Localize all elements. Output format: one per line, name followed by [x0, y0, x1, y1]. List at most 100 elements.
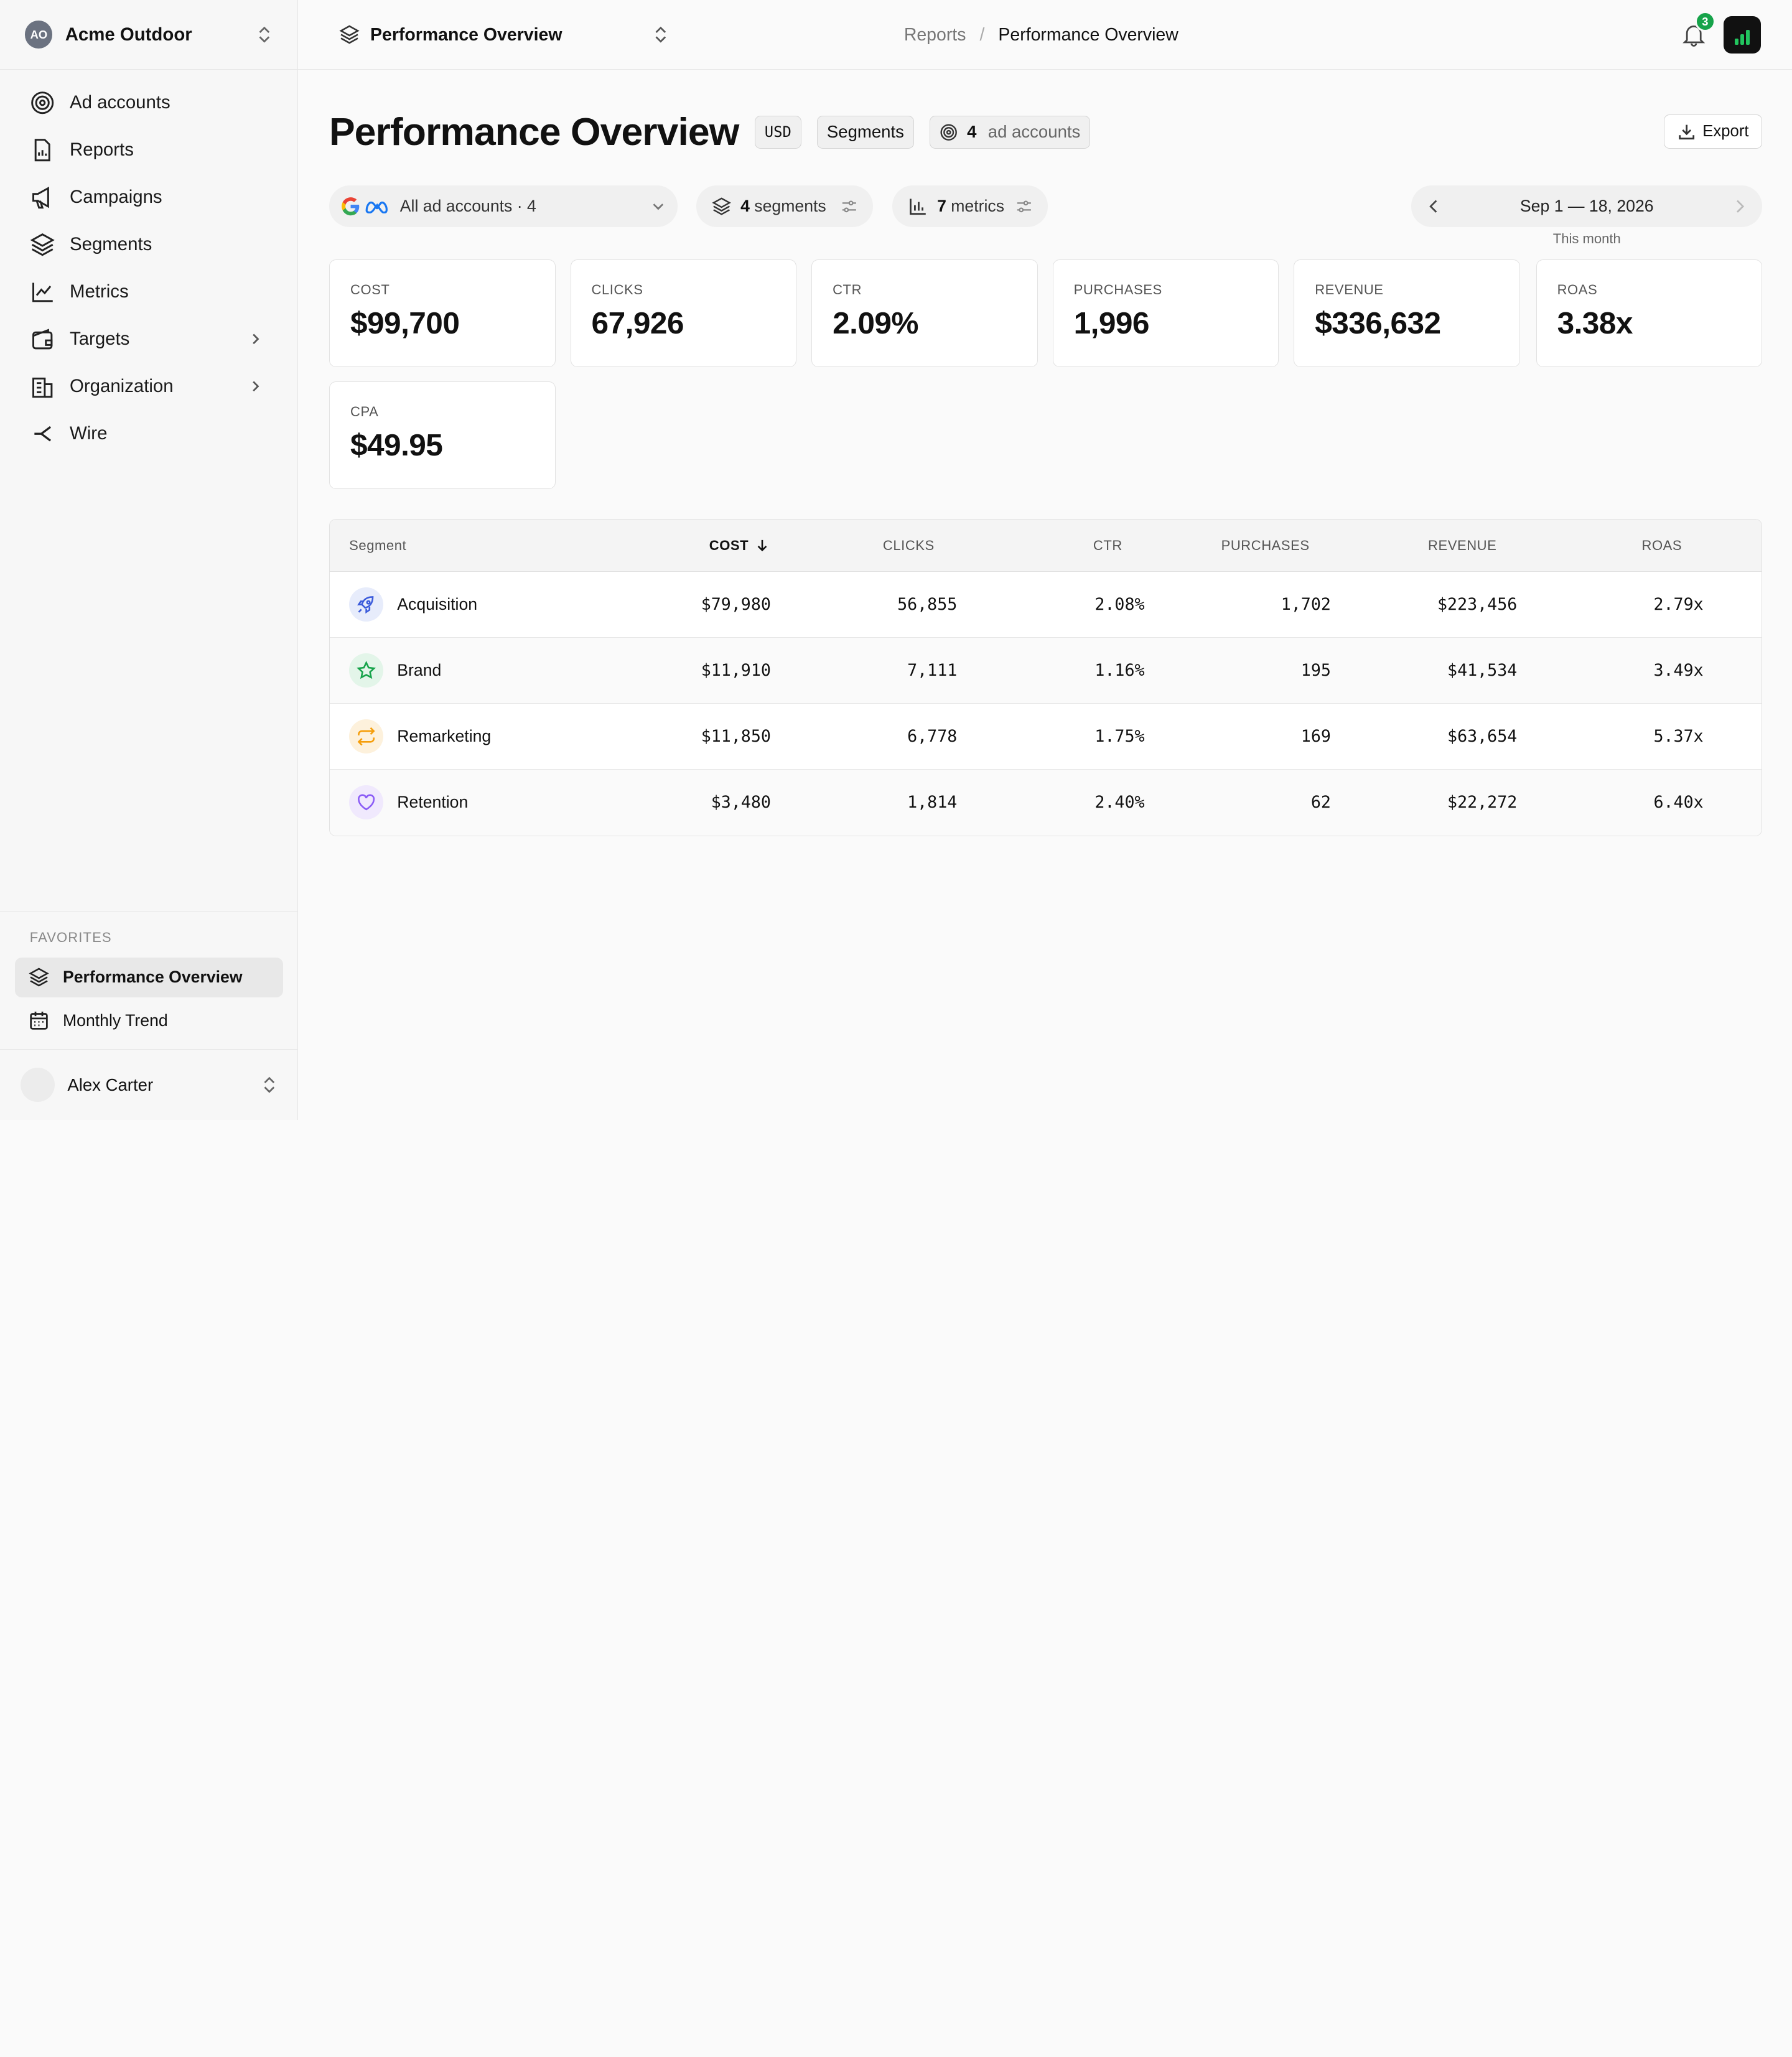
table-row[interactable]: Retention $3,480 1,814 2.40% 62 $22,272 … — [329, 770, 1762, 836]
segments-table: Segment COST CLICKS CTR PURCHASES REVENU… — [329, 518, 1763, 837]
logo-bar — [1740, 34, 1744, 45]
app-logo-icon[interactable] — [1723, 16, 1762, 54]
breadcrumb-reports[interactable]: Reports — [903, 24, 966, 45]
sidebar-item-wire[interactable]: Wire — [0, 410, 297, 457]
cell-purchases: 195 — [1300, 661, 1331, 681]
cell-cost: $11,910 — [701, 661, 771, 681]
building-icon — [30, 374, 55, 399]
sidebar-item-ad-accounts[interactable]: Ad accounts — [0, 79, 297, 126]
sidebar-item-targets[interactable]: Targets — [0, 315, 297, 363]
share-icon — [30, 421, 55, 446]
kpi-card-purchases: PURCHASES 1,996 — [1052, 259, 1279, 367]
segment-cell: Remarketing — [349, 704, 491, 769]
column-header-clicks[interactable]: CLICKS — [882, 538, 935, 554]
kpi-label: PURCHASES — [1073, 281, 1162, 297]
cell-revenue: $223,456 — [1437, 595, 1518, 615]
cell-ctr: 2.40% — [1094, 793, 1145, 813]
cell-roas: 5.37x — [1653, 727, 1704, 747]
column-header-ctr[interactable]: CTR — [1093, 538, 1122, 554]
kpi-value: 67,926 — [591, 305, 684, 340]
cell-roas: 2.79x — [1653, 595, 1704, 615]
rocket-icon — [349, 587, 384, 622]
cell-ctr: 2.08% — [1094, 595, 1145, 615]
report-selector[interactable]: Performance Overview — [339, 0, 668, 70]
sidebar-item-label: Organization — [70, 375, 174, 396]
chevron-right-icon — [248, 331, 264, 347]
segment-cell: Retention — [349, 770, 468, 835]
export-button[interactable]: Export — [1664, 114, 1763, 149]
report-icon — [30, 138, 55, 162]
sidebar-item-segments[interactable]: Segments — [0, 221, 297, 268]
layers-icon — [339, 24, 360, 45]
breadcrumb-current: Performance Overview — [998, 24, 1178, 45]
table-row[interactable]: Acquisition $79,980 56,855 2.08% 1,702 $… — [329, 572, 1762, 638]
segment-name: Remarketing — [397, 727, 492, 746]
column-header-segment[interactable]: Segment — [349, 538, 407, 554]
cell-ctr: 1.75% — [1094, 727, 1145, 747]
cell-cost: $79,980 — [701, 595, 771, 615]
column-header-purchases[interactable]: PURCHASES — [1221, 538, 1310, 554]
ad-accounts-chip[interactable]: 4 ad accounts — [930, 115, 1091, 149]
currency-badge[interactable]: USD — [755, 115, 801, 149]
kpi-label: CTR — [833, 281, 862, 297]
cell-clicks: 56,855 — [897, 595, 958, 615]
segments-chip[interactable]: Segments — [817, 115, 914, 149]
cell-purchases: 1,702 — [1281, 595, 1331, 615]
sidebar-item-reports[interactable]: Reports — [0, 126, 297, 174]
star-icon — [349, 653, 384, 688]
favorite-monthly-trend[interactable]: Monthly Trend — [15, 1001, 283, 1040]
column-header-cost[interactable]: COST — [709, 538, 769, 554]
calendar-icon — [29, 1010, 49, 1031]
kpi-label: COST — [350, 281, 390, 297]
cell-clicks: 7,111 — [907, 661, 958, 681]
sidebar-item-label: Metrics — [70, 281, 129, 302]
cell-revenue: $41,534 — [1447, 661, 1518, 681]
kpi-card-roas: ROAS 3.38x — [1536, 259, 1763, 367]
chevron-right-icon[interactable] — [1730, 197, 1748, 215]
table-row[interactable]: Brand $11,910 7,111 1.16% 195 $41,534 3.… — [329, 638, 1762, 704]
favorite-performance-overview[interactable]: Performance Overview — [14, 957, 283, 997]
layers-icon — [712, 197, 732, 216]
heart-icon — [349, 785, 384, 820]
user-menu[interactable]: Alex Carter — [0, 1049, 298, 1120]
sidebar: AO Acme Outdoor Ad accounts Reports Camp… — [0, 0, 299, 1120]
sidebar-item-metrics[interactable]: Metrics — [0, 268, 297, 315]
kpi-label: ROAS — [1557, 281, 1598, 297]
column-header-revenue[interactable]: REVENUE — [1428, 538, 1497, 554]
ad-accounts-filter-label: All ad accounts · 4 — [399, 197, 536, 215]
sidebar-item-label: Campaigns — [70, 186, 162, 207]
kpi-label: CLICKS — [591, 281, 643, 297]
org-switcher[interactable]: AO Acme Outdoor — [0, 0, 298, 70]
wallet-icon — [30, 327, 55, 352]
chevron-down-icon — [650, 198, 666, 215]
metrics-filter[interactable]: 7 metrics — [892, 185, 1048, 228]
repeat-icon — [349, 719, 384, 754]
date-range-hint: This month — [1552, 231, 1621, 246]
page-title: Performance Overview — [329, 110, 739, 154]
segment-cell: Brand — [349, 638, 441, 703]
favorite-label: Performance Overview — [62, 968, 243, 987]
kpi-value: $49.95 — [350, 427, 443, 463]
ad-accounts-filter[interactable]: All ad accounts · 4 — [329, 185, 678, 228]
cell-clicks: 6,778 — [907, 727, 958, 747]
sidebar-item-organization[interactable]: Organization — [0, 363, 297, 410]
date-range-picker[interactable]: Sep 1 — 18, 2026 — [1411, 185, 1763, 228]
segments-text: segments — [754, 197, 826, 215]
column-header-roas[interactable]: ROAS — [1641, 538, 1682, 554]
main-content: Performance Overview Reports / Performan… — [298, 0, 1792, 1120]
segments-filter[interactable]: 4 segments — [696, 185, 874, 228]
column-header-label: COST — [709, 538, 749, 554]
kpi-value: 2.09% — [833, 305, 918, 340]
segments-filter-label: 4 segments — [740, 197, 826, 216]
sidebar-item-label: Reports — [70, 139, 134, 160]
sidebar-item-campaigns[interactable]: Campaigns — [0, 174, 297, 221]
download-icon — [1678, 123, 1696, 141]
chevron-left-icon[interactable] — [1425, 197, 1443, 215]
logo-bar — [1735, 39, 1738, 45]
kpi-card-cost: COST $99,700 — [329, 259, 556, 367]
org-avatar: AO — [25, 21, 53, 49]
cell-cost: $11,850 — [701, 727, 771, 747]
chevron-up-down-icon — [256, 26, 273, 44]
table-row[interactable]: Remarketing $11,850 6,778 1.75% 169 $63,… — [329, 704, 1762, 770]
notification-badge: 3 — [1694, 11, 1715, 32]
